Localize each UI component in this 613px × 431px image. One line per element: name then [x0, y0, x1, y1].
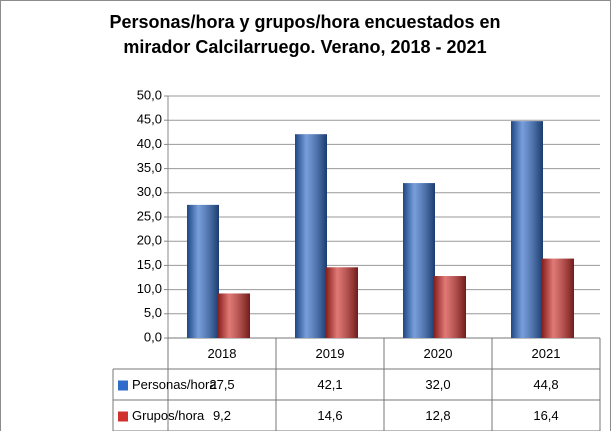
legend-label: Personas/hora	[132, 377, 217, 392]
y-tick-label: 25,0	[137, 208, 162, 223]
table-value: 27,5	[209, 377, 234, 392]
bar-shade	[403, 183, 435, 338]
y-tick-label: 40,0	[137, 136, 162, 151]
y-tick-label: 0,0	[144, 329, 162, 344]
y-tick-label: 45,0	[137, 112, 162, 127]
bar-shade	[218, 293, 250, 338]
table-value: 42,1	[317, 377, 342, 392]
bar-shade	[511, 121, 543, 338]
y-tick-label: 15,0	[137, 257, 162, 272]
chart-title: Personas/hora y grupos/hora encuestados …	[109, 12, 501, 57]
x-tick-label: 2019	[316, 346, 345, 361]
bar-shade	[187, 204, 219, 338]
x-tick-label: 2018	[208, 346, 237, 361]
y-tick-label: 35,0	[137, 160, 162, 175]
y-tick-label: 50,0	[137, 87, 162, 102]
table-value: 14,6	[317, 408, 342, 423]
x-tick-label: 2020	[424, 346, 453, 361]
legend-swatch	[118, 380, 128, 391]
y-tick-label: 5,0	[144, 305, 162, 320]
table-value: 12,8	[425, 408, 450, 423]
y-tick-label: 10,0	[137, 281, 162, 296]
table-value: 44,8	[533, 377, 558, 392]
x-tick-label: 2021	[532, 346, 561, 361]
legend-swatch	[118, 411, 128, 422]
bar-shade	[326, 267, 358, 338]
bar-shade	[434, 276, 466, 338]
bar-shade	[295, 134, 327, 338]
y-tick-label: 30,0	[137, 184, 162, 199]
bar-shade	[542, 258, 574, 338]
y-tick-label: 20,0	[137, 233, 162, 248]
legend-label: Grupos/hora	[132, 408, 205, 423]
table-value: 9,2	[213, 408, 231, 423]
table-value: 16,4	[533, 408, 558, 423]
table-value: 32,0	[425, 377, 450, 392]
